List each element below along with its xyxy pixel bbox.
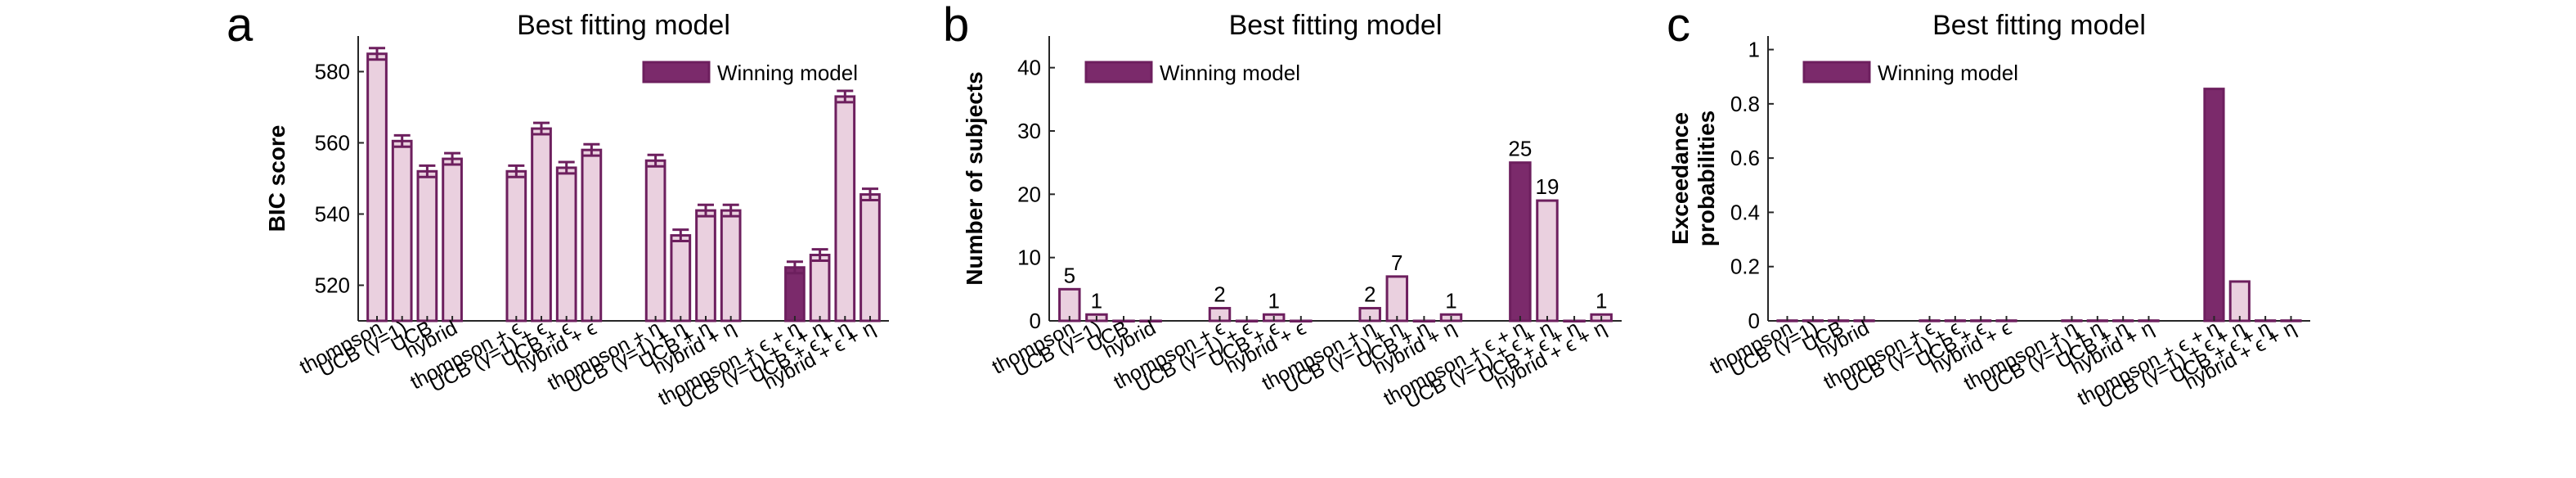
legend-swatch xyxy=(1802,61,1871,83)
bar xyxy=(695,209,716,322)
legend: Winning model xyxy=(1802,61,2018,85)
data-label: 2 xyxy=(1364,282,1376,307)
data-label: 1 xyxy=(1445,288,1456,313)
bar xyxy=(1385,275,1409,322)
y-axis-label: probabilities xyxy=(1694,110,1719,246)
data-label: 7 xyxy=(1391,250,1402,275)
bar xyxy=(1509,161,1532,322)
data-label: 25 xyxy=(1508,137,1532,161)
y-axis-label: Number of subjects xyxy=(962,71,987,285)
bar xyxy=(1536,199,1559,322)
bar xyxy=(442,157,463,322)
panel-c: c Best fitting model 0 0.2 0.4 0.6 0.8 1 Exceeda… xyxy=(1667,0,2310,413)
bar xyxy=(2228,280,2251,322)
data-label: 1 xyxy=(1091,288,1102,313)
y-tick-label: 0.6 xyxy=(1730,146,1760,170)
y-tick-label: 1 xyxy=(1748,38,1760,62)
bar xyxy=(859,193,881,322)
y-tick-label: 30 xyxy=(1017,119,1041,143)
bar xyxy=(720,209,742,322)
bar xyxy=(834,95,856,322)
legend-label: Winning model xyxy=(1160,61,1300,85)
bar xyxy=(391,139,413,322)
y-tick-label: 0.2 xyxy=(1730,255,1760,279)
data-label: 1 xyxy=(1595,288,1607,313)
y-tick-label: 0.8 xyxy=(1730,92,1760,116)
bar xyxy=(416,169,438,322)
legend-swatch xyxy=(642,61,711,83)
legend-swatch xyxy=(1084,61,1153,83)
y-axis-label: Exceedance xyxy=(1667,112,1693,245)
bar xyxy=(809,254,831,322)
y-axis-label: BIC score xyxy=(264,125,289,232)
bar xyxy=(531,127,552,322)
bar xyxy=(505,169,527,322)
chart-title: Best fitting model xyxy=(517,10,730,41)
y-tick-label: 520 xyxy=(315,273,350,298)
y-tick-label: 20 xyxy=(1017,182,1041,206)
y-tick-label: 10 xyxy=(1017,246,1041,270)
data-label: 5 xyxy=(1064,263,1075,287)
legend-label: Winning model xyxy=(717,61,858,85)
y-tick-label: 0 xyxy=(1030,309,1041,333)
panel-letter: c xyxy=(1667,0,1690,52)
chart-title: Best fitting model xyxy=(1932,10,2146,41)
bar xyxy=(366,52,388,322)
bar xyxy=(581,148,603,322)
bar xyxy=(2203,88,2225,322)
data-label: 19 xyxy=(1536,174,1560,199)
data-label: 2 xyxy=(1214,282,1225,307)
bar xyxy=(670,234,692,322)
bar xyxy=(555,166,577,322)
legend-label: Winning model xyxy=(1878,61,2018,85)
panel-b: b Best fitting model 0 10 20 30 40 Number of su… xyxy=(943,0,1622,413)
y-tick-label: 0.4 xyxy=(1730,200,1760,224)
panel-letter: b xyxy=(943,0,969,52)
data-label: 1 xyxy=(1268,288,1279,313)
y-tick-label: 540 xyxy=(315,202,350,227)
y-tick-label: 580 xyxy=(315,60,350,84)
panel-a: a Best fitting model 520 540 560 580 BIC score… xyxy=(227,0,889,413)
panel-letter: a xyxy=(227,0,254,52)
legend: Winning model xyxy=(642,61,858,85)
y-tick-label: 560 xyxy=(315,131,350,156)
chart-title: Best fitting model xyxy=(1229,10,1443,41)
bar xyxy=(644,159,666,322)
legend: Winning model xyxy=(1084,61,1300,85)
y-tick-label: 40 xyxy=(1017,56,1041,80)
bar xyxy=(784,266,806,322)
y-tick-label: 0 xyxy=(1748,309,1760,333)
